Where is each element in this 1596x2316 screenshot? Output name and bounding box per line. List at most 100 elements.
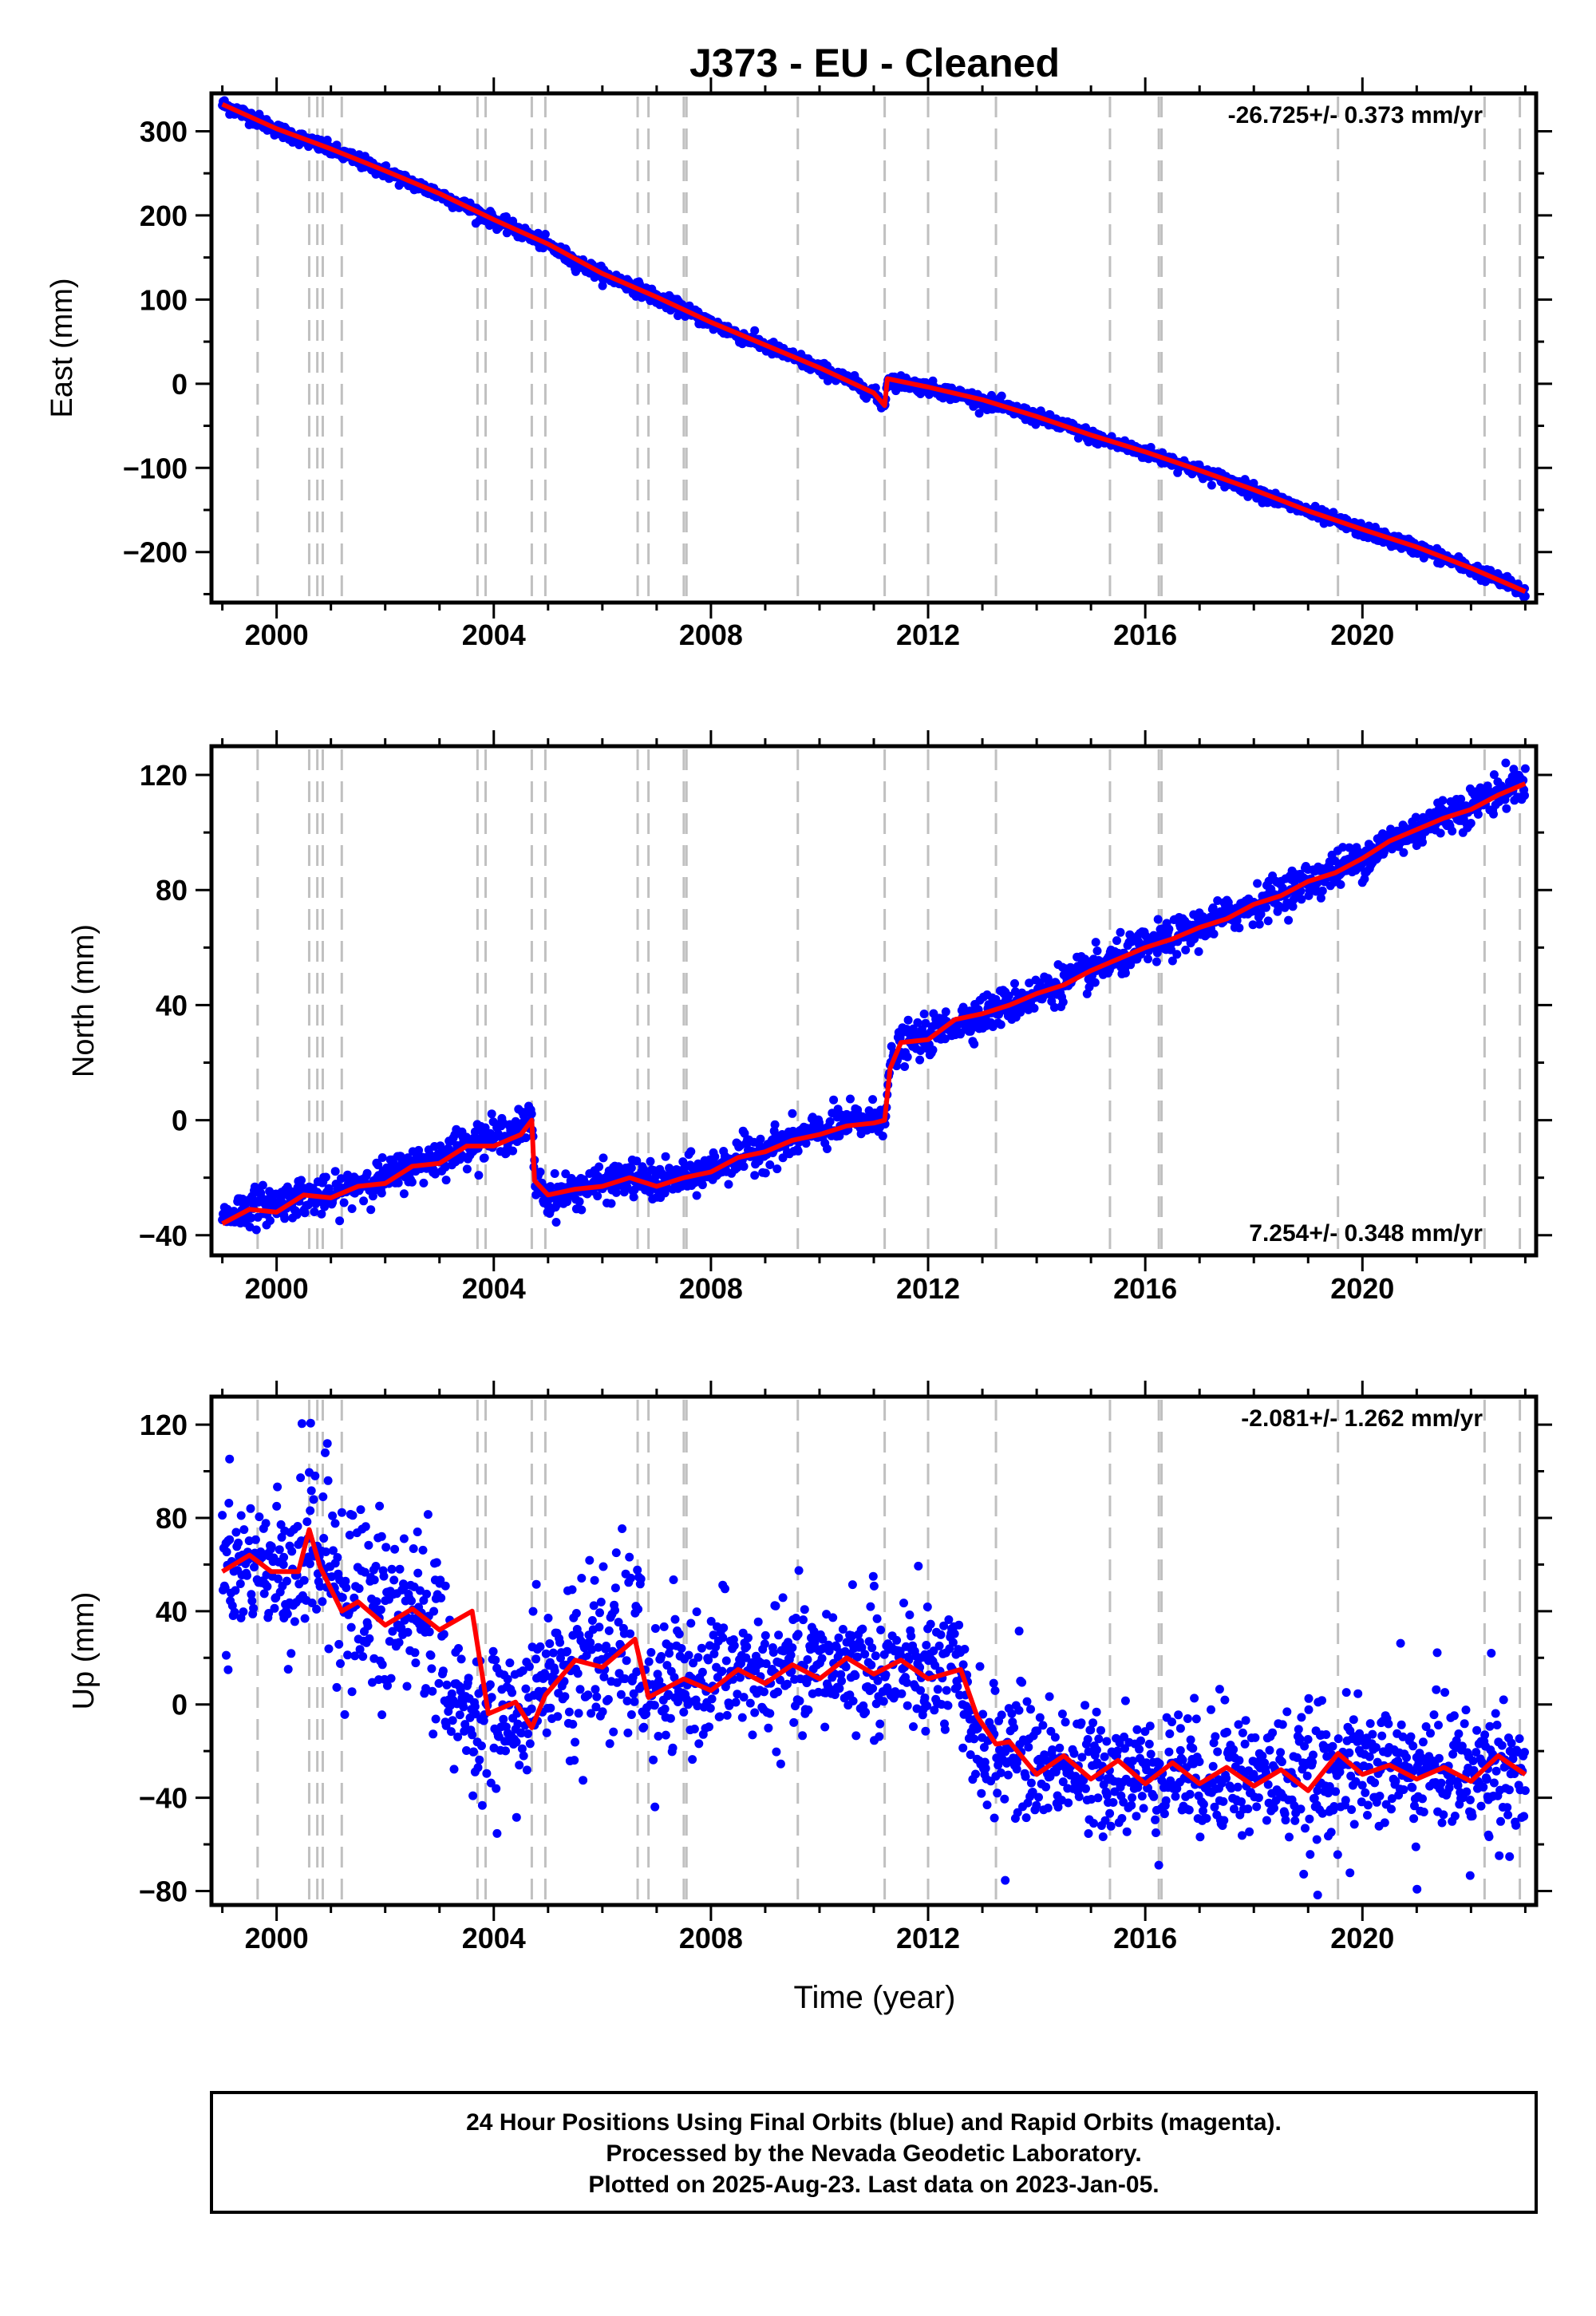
- observation-point: [377, 1188, 386, 1198]
- observation-point: [990, 1813, 999, 1823]
- observation-point: [739, 1162, 749, 1172]
- observation-point: [464, 1674, 473, 1683]
- observation-point: [477, 1800, 487, 1810]
- observation-point: [717, 1666, 727, 1676]
- observation-point: [697, 1643, 706, 1653]
- observation-point: [1172, 950, 1182, 959]
- observation-point: [686, 1618, 696, 1628]
- observation-point: [363, 1621, 373, 1630]
- observation-point: [591, 1685, 600, 1694]
- observation-point: [342, 1583, 351, 1592]
- observation-point: [913, 1018, 922, 1027]
- observation-point: [794, 1566, 804, 1575]
- observation-point: [1167, 956, 1177, 966]
- observation-point: [1092, 947, 1102, 955]
- observation-point: [922, 1641, 931, 1650]
- observation-point: [230, 1607, 239, 1617]
- observation-point: [247, 1213, 256, 1223]
- observation-point: [1208, 903, 1218, 912]
- observation-point: [255, 1512, 264, 1522]
- observation-point: [460, 1726, 469, 1736]
- east-observations: [218, 96, 1530, 602]
- y-tick-label: 120: [140, 759, 188, 792]
- observation-point: [540, 230, 550, 239]
- observation-point: [430, 1169, 440, 1179]
- observation-point: [555, 1638, 565, 1647]
- observation-point: [292, 1210, 302, 1219]
- observation-point: [1017, 1678, 1027, 1687]
- observation-point: [722, 1710, 732, 1720]
- observation-point: [456, 1654, 466, 1664]
- x-tick-label: 2016: [1113, 1272, 1177, 1305]
- observation-point: [282, 1576, 291, 1586]
- observation-point: [365, 1634, 374, 1643]
- observation-point: [971, 1769, 980, 1779]
- observation-point: [425, 1627, 434, 1637]
- observation-point: [422, 1589, 432, 1599]
- observation-point: [650, 1624, 660, 1633]
- observation-point: [715, 1712, 725, 1721]
- observation-point: [907, 1631, 916, 1641]
- observation-point: [579, 1776, 588, 1785]
- observation-point: [527, 1109, 536, 1119]
- observation-point: [1489, 809, 1498, 819]
- observation-point: [632, 1667, 642, 1677]
- observation-point: [488, 1646, 498, 1656]
- x-tick-label: 2008: [679, 1272, 743, 1305]
- observation-point: [570, 1756, 579, 1765]
- observation-point: [345, 1531, 354, 1539]
- observation-point: [1144, 954, 1152, 964]
- y-tick-label: −200: [123, 536, 188, 569]
- observation-point: [550, 1169, 559, 1178]
- observation-point: [323, 1476, 333, 1485]
- observation-point: [1519, 776, 1528, 785]
- observation-point: [1049, 1002, 1059, 1012]
- observation-point: [397, 1623, 406, 1633]
- observation-point: [900, 1062, 910, 1071]
- observation-point: [909, 1722, 918, 1731]
- observation-point: [940, 1725, 950, 1734]
- observation-point: [475, 1755, 484, 1765]
- observation-point: [379, 1571, 389, 1581]
- x-tick-label: 2020: [1330, 1272, 1394, 1305]
- observation-point: [677, 1644, 686, 1653]
- observation-point: [407, 1177, 417, 1187]
- observation-point: [330, 1167, 340, 1176]
- observation-point: [970, 1039, 979, 1049]
- observation-point: [423, 1510, 433, 1520]
- observation-point: [773, 1687, 783, 1697]
- observation-point: [513, 1719, 523, 1729]
- observation-point: [324, 1184, 334, 1193]
- observation-point: [222, 1547, 231, 1557]
- observation-point: [799, 1615, 808, 1625]
- observation-point: [1038, 1721, 1048, 1730]
- observation-point: [760, 1168, 770, 1178]
- observation-point: [670, 1673, 679, 1682]
- observation-point: [523, 1729, 533, 1738]
- observation-point: [835, 1131, 844, 1140]
- observation-point: [626, 1710, 636, 1719]
- observation-point: [477, 1741, 486, 1751]
- observation-point: [1317, 886, 1327, 895]
- observation-point: [916, 1686, 925, 1695]
- observation-point: [825, 1117, 835, 1126]
- observation-point: [322, 1439, 332, 1448]
- observation-point: [371, 1562, 381, 1571]
- observation-point: [915, 1055, 925, 1065]
- observation-point: [598, 1562, 608, 1571]
- observation-point: [750, 326, 760, 335]
- east-rate-annotation: -26.725+/- 0.373 mm/yr: [1228, 102, 1483, 128]
- observation-point: [394, 1638, 404, 1647]
- observation-point: [236, 1511, 246, 1520]
- observation-point: [853, 1652, 863, 1662]
- observation-point: [287, 1547, 297, 1556]
- observation-point: [377, 1153, 387, 1162]
- observation-point: [610, 1583, 620, 1593]
- observation-point: [688, 1755, 697, 1765]
- north-y-axis-label: North (mm): [67, 924, 101, 1077]
- y-tick-label: 40: [156, 989, 188, 1022]
- observation-point: [858, 1624, 867, 1634]
- observation-point: [543, 1614, 553, 1622]
- observation-point: [936, 1630, 946, 1639]
- observation-point: [709, 1649, 719, 1658]
